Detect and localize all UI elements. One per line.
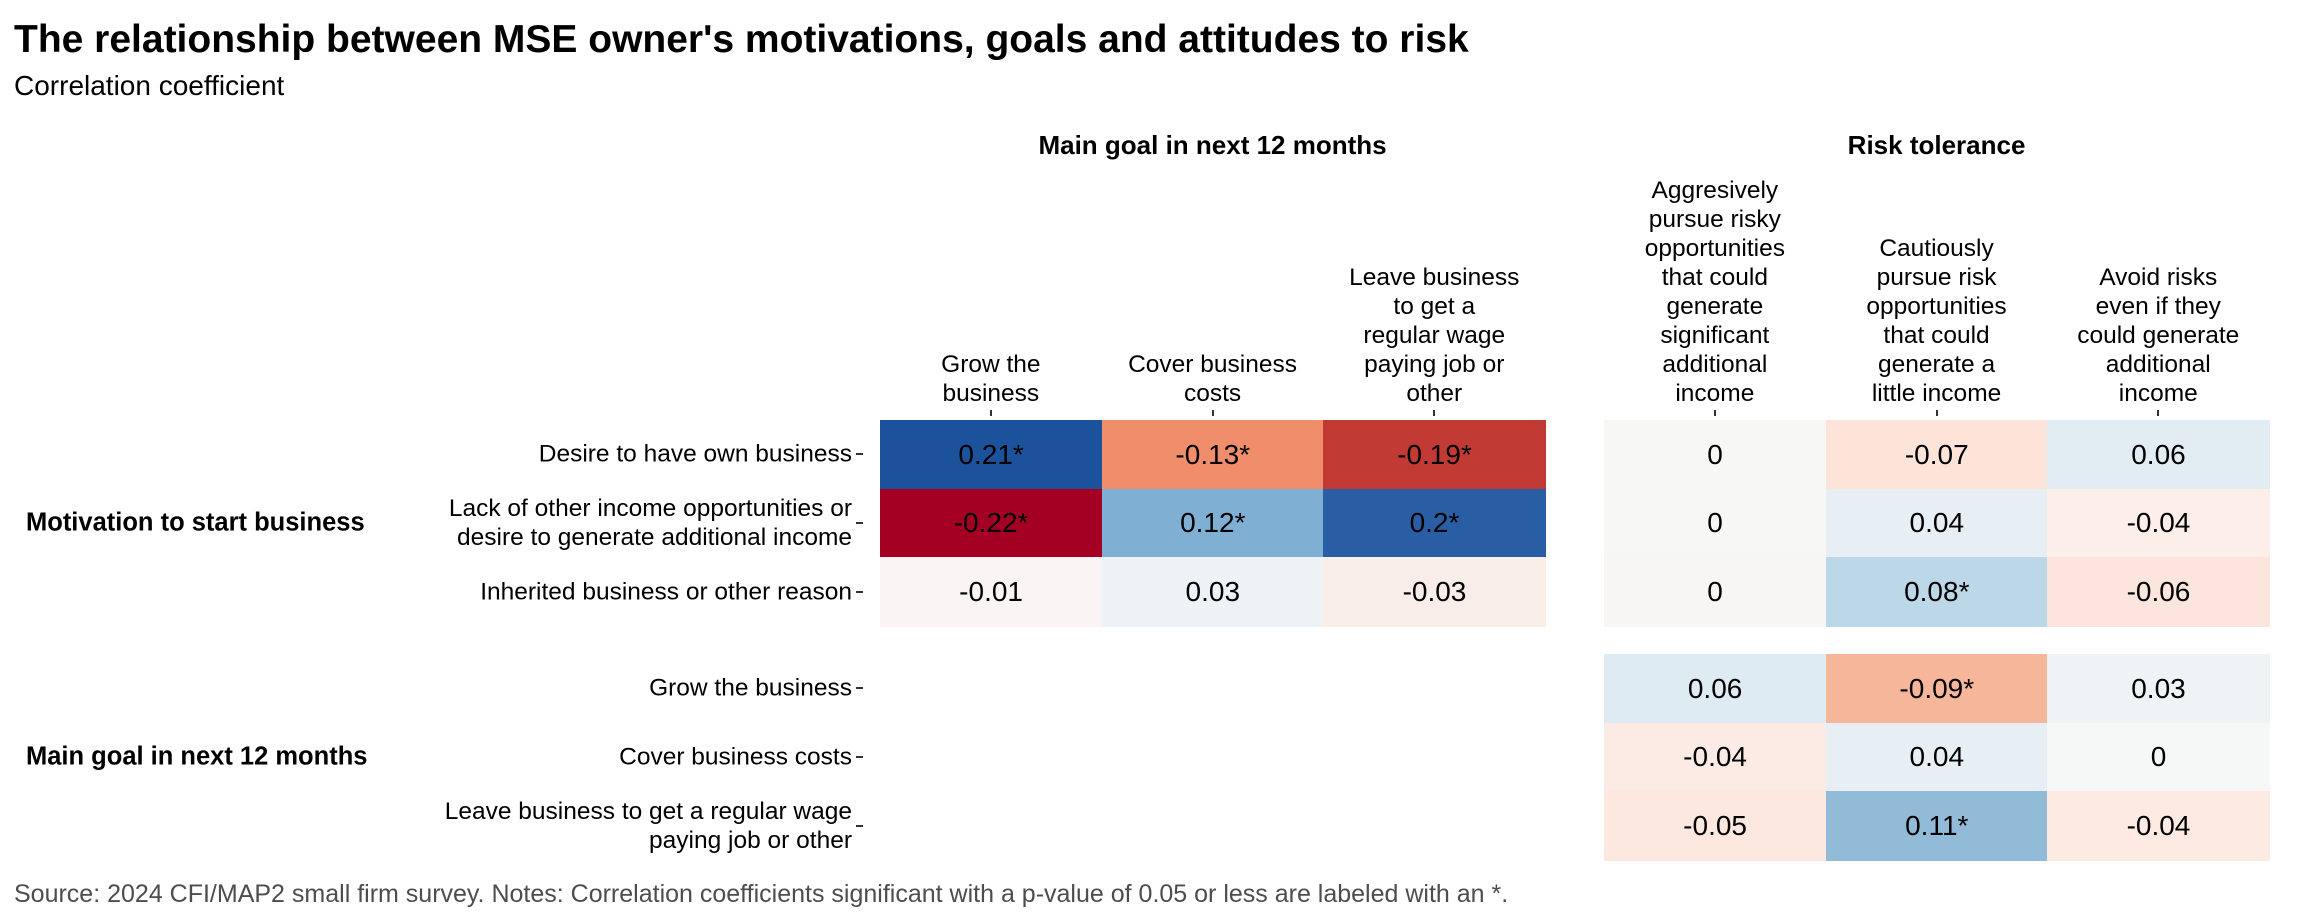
heatmap-cell: 0.03 <box>2047 654 2270 724</box>
y-tick-mark <box>856 824 863 827</box>
column-label: Grow the business <box>941 351 1041 407</box>
cell-value-label: -0.01 <box>959 575 1023 607</box>
heatmap-cell: 0.08* <box>1825 557 2048 627</box>
row-label: Grow the business <box>649 674 852 702</box>
heatmap-cell: 0 <box>2047 722 2270 792</box>
chart-subtitle: Correlation coefficient <box>14 70 285 101</box>
heatmap-cell: -0.09* <box>1825 654 2048 724</box>
y-tick-mark <box>856 590 863 593</box>
cell-value-label: 0 <box>2150 741 2167 773</box>
cell-value-label: -0.03 <box>1402 575 1467 607</box>
heatmap-cell: 0.06 <box>1604 654 1827 724</box>
heatmap-cell: -0.22* <box>880 488 1103 558</box>
heatmap-cell: 0.12* <box>1101 488 1324 558</box>
x-tick-mark <box>1211 410 1214 416</box>
column-label: Leave business to get a regular wage pay… <box>1349 264 1520 407</box>
column-label: Cover business costs <box>1128 351 1297 407</box>
row-label: Cover business costs <box>619 743 852 771</box>
heatmap-cell: -0.19* <box>1323 420 1546 490</box>
cell-value-label: -0.04 <box>2126 809 2191 841</box>
x-tick-mark <box>1713 410 1716 416</box>
cell-value-label: -0.05 <box>1683 809 1747 841</box>
heatmap-cell: -0.13* <box>1101 420 1324 490</box>
heatmap-cell: -0.07 <box>1825 420 2048 490</box>
cell-value-label: 0.12* <box>1180 507 1246 539</box>
row-label: Desire to have own business <box>538 440 852 468</box>
cell-value-label: -0.07 <box>1904 438 1969 470</box>
heatmap-cell: -0.04 <box>2047 791 2270 861</box>
heatmap-cell: 0 <box>1604 488 1827 558</box>
column-group-title: Main goal in next 12 months <box>1038 130 1387 160</box>
row-label: Lack of other income opportunities or de… <box>448 495 852 552</box>
heatmap-cell: 0 <box>1604 557 1827 627</box>
heatmap-cell: 0.2* <box>1323 488 1546 558</box>
column-group-title: Risk tolerance <box>1847 130 2026 160</box>
cell-value-label: 0.04 <box>1909 507 1965 539</box>
cell-value-label: -0.04 <box>1683 741 1747 773</box>
heatmap-cell: -0.01 <box>880 557 1103 627</box>
y-tick-mark <box>856 687 863 690</box>
x-tick-mark <box>989 410 992 416</box>
cell-value-label: -0.06 <box>2126 575 2191 607</box>
heatmap-cell: -0.04 <box>1604 722 1827 792</box>
heatmap-cell: -0.06 <box>2047 557 2270 627</box>
source-note: Source: 2024 CFI/MAP2 small firm survey.… <box>14 880 1509 908</box>
heatmap-cell: 0.04 <box>1825 488 2048 558</box>
cell-value-label: 0.06 <box>2131 438 2186 470</box>
column-label: Avoid risks even if they could generate … <box>2077 264 2240 407</box>
y-tick-mark <box>856 756 863 759</box>
cell-value-label: 0 <box>1707 575 1723 607</box>
row-group-label: Main goal in next 12 months <box>26 742 368 771</box>
cell-value-label: -0.22* <box>953 507 1029 539</box>
row-label: Inherited business or other reason <box>480 578 852 606</box>
cell-value-label: -0.13* <box>1175 438 1251 470</box>
cell-value-label: 0 <box>1707 438 1723 470</box>
heatmap-cell: -0.04 <box>2047 488 2270 558</box>
heatmap-cell: -0.05 <box>1604 791 1827 861</box>
cell-value-label: 0.03 <box>2131 672 2186 704</box>
cell-value-label: 0.03 <box>1185 575 1241 607</box>
cell-value-label: 0.06 <box>1687 672 1743 704</box>
cell-value-label: 0.11* <box>1905 809 1969 841</box>
row-label: Leave business to get a regular wage pay… <box>444 797 852 854</box>
x-tick-mark <box>1935 410 1938 416</box>
cell-value-label: 0.04 <box>1909 741 1965 773</box>
heatmap-cell: -0.03 <box>1323 557 1546 627</box>
y-tick-mark <box>856 522 863 525</box>
cell-value-label: 0.21* <box>958 438 1024 470</box>
cell-value-label: 0.08* <box>1904 575 1970 607</box>
row-group-label: Motivation to start business <box>26 508 365 537</box>
heatmap-cell: 0.21* <box>880 420 1103 490</box>
heatmap-cell: 0.04 <box>1825 722 2048 792</box>
heatmap-cell: 0.11* <box>1825 791 2048 861</box>
heatmap-cell: 0 <box>1604 420 1827 490</box>
heatmap-cell: 0.06 <box>2047 420 2270 490</box>
cell-value-label: -0.09* <box>1899 672 1975 704</box>
x-tick-mark <box>1433 410 1436 416</box>
cell-value-label: -0.19* <box>1397 438 1472 470</box>
cell-value-label: -0.04 <box>2126 507 2191 539</box>
y-tick-mark <box>856 453 863 456</box>
x-tick-mark <box>2157 410 2160 416</box>
column-label: Cautiously pursue risk opportunities tha… <box>1866 235 2007 407</box>
cell-value-label: 0.2* <box>1409 507 1460 539</box>
column-label: Aggresively pursue risky opportunities t… <box>1644 177 1785 407</box>
cell-value-label: 0 <box>1707 507 1723 539</box>
chart-title: The relationship between MSE owner's mot… <box>14 18 1469 61</box>
heatmap-cell: 0.03 <box>1101 557 1324 627</box>
